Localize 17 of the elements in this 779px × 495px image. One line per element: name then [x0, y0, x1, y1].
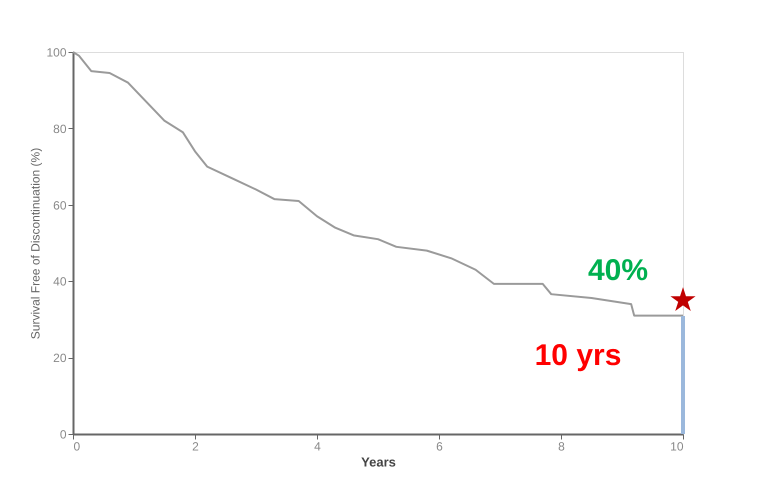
x-tick-label: 6: [436, 440, 444, 454]
line-series: [72, 51, 684, 317]
y-axis-title: Survival Free of Discontinuation (%): [28, 148, 42, 340]
x-tick-label: 4: [314, 440, 322, 454]
y-tick-label: 80: [53, 122, 67, 136]
annotation: 10 yrs: [534, 339, 622, 372]
x-tick-label: 0: [74, 440, 80, 454]
y-tick-label: 60: [53, 198, 67, 212]
annotation: 40%: [588, 254, 648, 287]
y-tick-label: 20: [53, 351, 67, 366]
y-tick-label: 40: [53, 274, 67, 289]
y-tick-label: 0: [60, 428, 67, 442]
x-tick-label: 2: [192, 440, 200, 454]
x-axis-title: Years: [361, 454, 396, 470]
x-tick-label: 8: [558, 440, 566, 454]
x-tick-label: 10: [670, 440, 684, 454]
y-tick-label: 100: [46, 46, 67, 60]
